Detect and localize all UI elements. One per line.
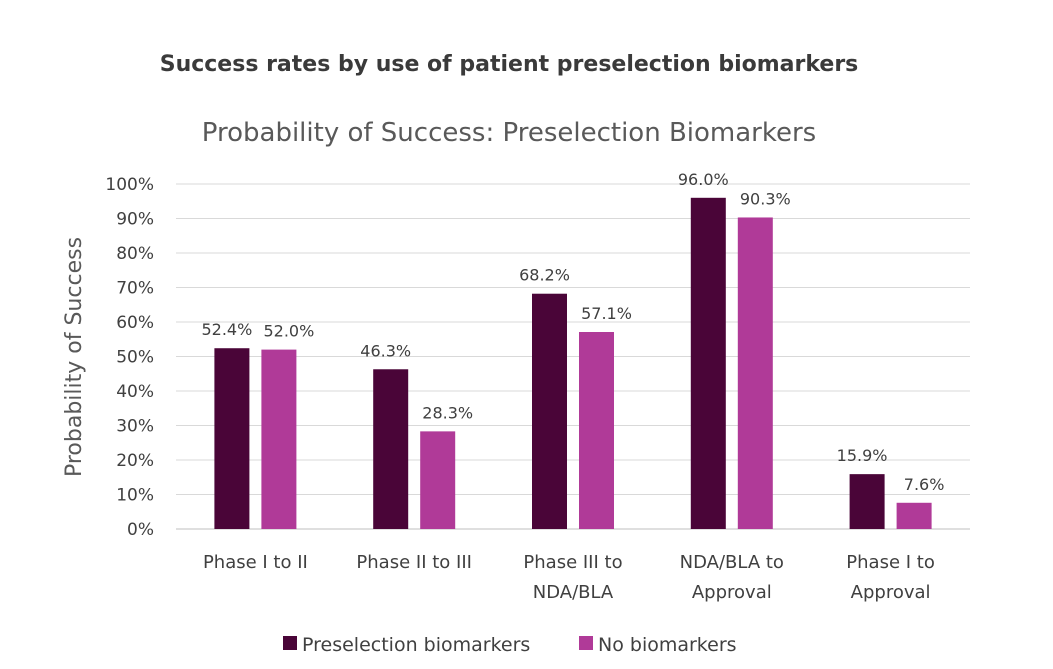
bar bbox=[849, 474, 885, 529]
x-axis-categories: Phase I to II Phase II to III Phase III to… bbox=[203, 552, 935, 603]
bar bbox=[420, 431, 456, 529]
gridlines bbox=[176, 183, 970, 530]
x-tick-label: NDA/BLA to bbox=[680, 552, 784, 573]
y-tick-label: 20% bbox=[116, 451, 154, 471]
y-tick-label: 50% bbox=[116, 348, 154, 368]
data-label: 7.6% bbox=[904, 475, 945, 494]
data-label: 90.3% bbox=[740, 189, 791, 208]
y-axis-ticks: 0% 10% 20% 30% 40% 50% 60% 70% 80% 90% 100% bbox=[105, 175, 154, 540]
y-tick-label: 70% bbox=[116, 279, 154, 299]
data-label: 46.3% bbox=[360, 341, 411, 360]
page-title: Success rates by use of patient preselec… bbox=[159, 52, 859, 77]
y-tick-label: 10% bbox=[116, 486, 154, 506]
y-tick-label: 40% bbox=[116, 382, 154, 402]
bars bbox=[214, 197, 932, 530]
chart-title: Probability of Success: Preselection Bio… bbox=[202, 118, 816, 148]
legend-label: Preselection biomarkers bbox=[302, 634, 530, 656]
y-tick-label: 90% bbox=[116, 210, 154, 230]
data-label: 68.2% bbox=[519, 266, 570, 285]
y-tick-label: 30% bbox=[116, 417, 154, 437]
bar bbox=[532, 293, 567, 529]
bar bbox=[261, 349, 297, 529]
x-tick-label: Phase I to II bbox=[203, 552, 308, 573]
y-tick-label: 60% bbox=[116, 313, 154, 333]
x-tick-label: NDA/BLA bbox=[533, 582, 614, 603]
bar bbox=[896, 502, 932, 529]
legend: Preselection biomarkers No biomarkers bbox=[283, 634, 737, 656]
y-tick-label: 80% bbox=[116, 244, 154, 264]
y-tick-label: 0% bbox=[127, 520, 154, 540]
y-axis-label: Probability of Success bbox=[62, 237, 87, 477]
data-label: 28.3% bbox=[422, 403, 473, 422]
data-labels: 52.4% 52.0% 46.3% 28.3% 68.2% 57.1% 96.0% 90.3%… bbox=[201, 170, 944, 494]
data-label: 52.4% bbox=[201, 320, 252, 339]
legend-label: No biomarkers bbox=[598, 634, 737, 656]
data-label: 15.9% bbox=[837, 446, 888, 465]
legend-swatch bbox=[283, 636, 297, 650]
legend-swatch bbox=[579, 636, 593, 650]
bar bbox=[214, 348, 250, 529]
x-tick-label: Phase II to III bbox=[356, 552, 472, 573]
bar bbox=[690, 197, 726, 530]
data-label: 52.0% bbox=[263, 322, 314, 341]
bar bbox=[373, 369, 409, 529]
x-tick-label: Approval bbox=[692, 582, 772, 603]
x-tick-label: Phase I to bbox=[846, 552, 935, 573]
y-tick-label: 100% bbox=[105, 175, 154, 195]
x-tick-label: Approval bbox=[851, 582, 931, 603]
data-label: 96.0% bbox=[678, 170, 729, 189]
bar bbox=[737, 217, 773, 529]
data-label: 57.1% bbox=[581, 304, 632, 323]
x-tick-label: Phase III to bbox=[523, 552, 622, 573]
bar bbox=[579, 332, 614, 529]
